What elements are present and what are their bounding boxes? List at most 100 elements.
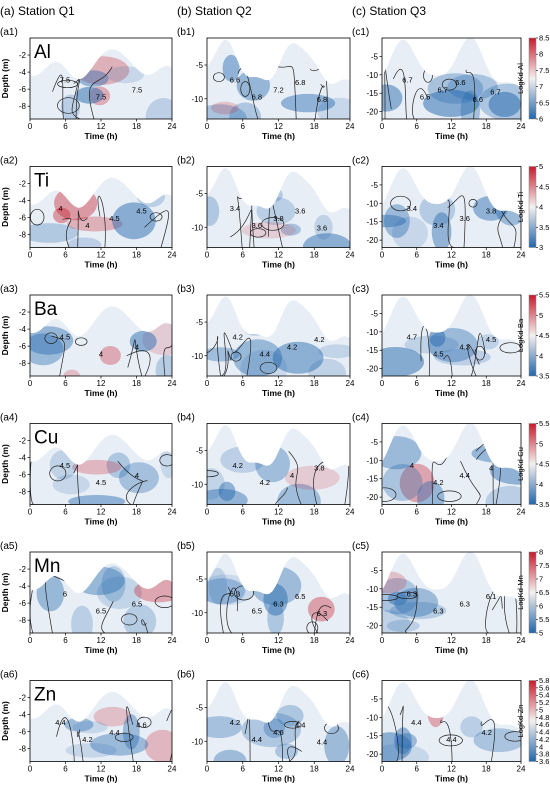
- x-tick-label: 24: [346, 122, 355, 131]
- contour-line: [220, 586, 231, 633]
- contour-line: [405, 585, 418, 633]
- contour-label: 4.5: [60, 461, 70, 470]
- panel-a4: 4.5 4.5 4 (a4) 0 6 12 18 24 Time (h) -2 -4 -6 -8 Depth…: [0, 413, 177, 527]
- color-blob: [431, 212, 452, 248]
- y-tick-label: -6: [19, 85, 27, 94]
- colorbar: 5.5 5 4.5 4 3.5 LogKd-Cu: [516, 419, 549, 509]
- x-tick-label: 0: [380, 379, 385, 388]
- contour-label: 6.3: [273, 599, 283, 608]
- contour-line: [126, 350, 151, 376]
- colorbar-tick-label: 5.6: [539, 683, 549, 692]
- x-tick-label: 12: [97, 379, 106, 388]
- color-blob: [160, 444, 172, 479]
- contour-loop: [504, 731, 521, 742]
- x-tick-label: 24: [517, 636, 526, 645]
- contour-label: 4.4: [411, 718, 421, 727]
- contour-line: [276, 65, 297, 119]
- x-tick-label: 12: [97, 765, 106, 774]
- color-blob: [317, 97, 350, 119]
- contour-label: 4.5: [109, 214, 119, 223]
- contour-label: 6.3: [230, 590, 240, 599]
- color-blob: [67, 216, 123, 232]
- color-blob: [394, 727, 412, 755]
- contour-label: 4.2: [230, 718, 240, 727]
- y-axis-label: Depth (m): [0, 444, 10, 484]
- contour-label: 4.4: [459, 471, 469, 480]
- contour-label: 7.5: [60, 76, 70, 85]
- contour-label: 3.6: [317, 224, 327, 233]
- y-tick-label: -10: [191, 223, 203, 232]
- contour-line: [460, 460, 481, 505]
- color-blob: [382, 732, 412, 762]
- x-tick-label: 24: [517, 508, 526, 517]
- contour-line: [126, 480, 148, 505]
- x-tick-label: 6: [241, 251, 246, 260]
- x-tick-label: 0: [205, 251, 210, 260]
- color-blob: [207, 196, 220, 226]
- panel-label: (c2): [352, 156, 369, 167]
- panel-b3: 4.2 4.4 4.2 4.2 (b3) 0 6 12 18 24 Time (h) -5 -10: [177, 284, 355, 398]
- x-tick-label: 24: [168, 251, 177, 260]
- color-blob: [390, 601, 447, 620]
- color-blob: [488, 91, 521, 117]
- element-name: Ti: [34, 171, 49, 192]
- y-tick-label: -6: [19, 471, 27, 480]
- colorbar-tick-label: 3.5: [539, 500, 549, 509]
- surface-mask: [207, 166, 350, 213]
- y-tick-label: -2: [19, 51, 27, 60]
- contour-line: [101, 601, 114, 633]
- colorbar-tick-label: 3.5: [539, 223, 549, 232]
- contour-line: [399, 705, 404, 762]
- color-blob: [112, 202, 156, 240]
- color-blob: [285, 465, 340, 490]
- x-tick-label: 24: [346, 379, 355, 388]
- y-tick-label: -4: [19, 454, 27, 463]
- x-tick-label: 6: [63, 508, 68, 517]
- contour-label: 6.6: [473, 95, 483, 104]
- color-blob: [218, 481, 236, 501]
- contour-field: [30, 680, 172, 762]
- contour-label: 3.4: [407, 204, 417, 213]
- y-tick-label: -5: [371, 566, 379, 575]
- contour-line: [77, 210, 88, 248]
- y-tick-label: -10: [191, 480, 203, 489]
- color-blob: [240, 349, 288, 376]
- x-tick-label: 18: [132, 765, 141, 774]
- panel-label: (c5): [352, 541, 369, 552]
- colorbar-tick-label: 7.5: [539, 561, 549, 570]
- colorbar-tick-label: 3: [539, 243, 543, 252]
- y-tick-label: -15: [366, 346, 378, 355]
- color-blob: [241, 712, 301, 748]
- contour-label: 4.2: [314, 335, 324, 344]
- y-tick-label: -2: [19, 694, 27, 703]
- colorbar: 5.85.65.45.254.84.64.44.243.83.6 LogKd-Zn: [516, 676, 549, 766]
- color-blob: [473, 728, 521, 753]
- contour-line: [392, 68, 408, 119]
- color-blob: [233, 339, 283, 376]
- element-rows: 7.5 7.5 7.5 (a1) 0 6 12 18 24 Time (h) -2 -4 -6 -8 Dep…: [0, 27, 549, 784]
- contour-label: 6.3: [459, 599, 469, 608]
- y-tick-label: -8: [19, 745, 27, 754]
- x-axis-label: Time (h): [85, 388, 118, 398]
- surface-mask: [30, 680, 172, 722]
- contour-label: 3.8: [273, 214, 283, 223]
- color-blob: [71, 605, 93, 633]
- y-tick-label: -5: [371, 181, 379, 190]
- color-blob: [318, 344, 350, 359]
- contour-label: 6.5: [132, 599, 142, 608]
- colorbar-tick-label: 5.2: [539, 698, 549, 707]
- x-tick-label: 0: [205, 122, 210, 131]
- y-tick-label: -4: [19, 68, 27, 77]
- color-blob: [272, 341, 324, 374]
- x-tick-label: 12: [447, 508, 456, 517]
- x-tick-label: 18: [310, 765, 319, 774]
- x-axis-label: Time (h): [85, 645, 118, 655]
- colorbar-tick-label: 5.5: [539, 615, 549, 624]
- x-tick-label: 18: [310, 636, 319, 645]
- colorbar-gradient: [528, 680, 537, 762]
- x-tick-label: 12: [274, 251, 283, 260]
- x-tick-label: 18: [310, 508, 319, 517]
- colorbar-tick-label: 5.8: [539, 676, 549, 685]
- x-tick-label: 12: [97, 508, 106, 517]
